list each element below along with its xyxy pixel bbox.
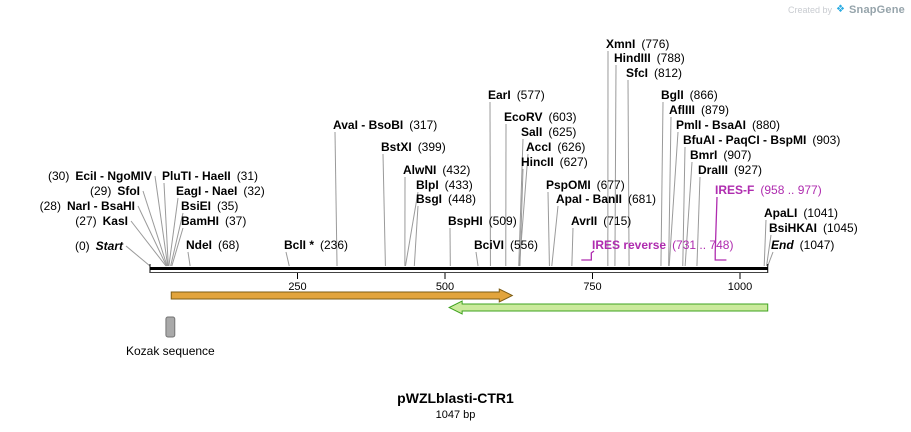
enzyme-label[interactable]: AvaI - BsoBI (317) xyxy=(333,118,437,132)
enzyme-leader-line xyxy=(518,138,524,267)
enzyme-leader-line xyxy=(154,175,169,267)
enzyme-label[interactable]: BclI * (236) xyxy=(284,238,348,252)
enzyme-label[interactable]: PspOMI (677) xyxy=(546,178,625,192)
sequence-line-bottom-strand xyxy=(150,272,768,273)
enzyme-leader-line xyxy=(130,220,167,267)
enzyme-label[interactable]: PmlI - BsaAI (880) xyxy=(676,118,780,132)
enzyme-label[interactable]: AflIII (879) xyxy=(669,103,729,117)
enzyme-leader-line xyxy=(696,176,701,267)
enzyme-leader-line xyxy=(627,79,630,267)
map-length: 1047 bp xyxy=(435,409,476,421)
enzyme-leader-line xyxy=(137,205,167,267)
enzyme-label[interactable]: (27) KasI xyxy=(75,214,128,228)
enzyme-leader-line xyxy=(766,234,772,267)
primer-label[interactable]: IRES-F (958 .. 977) xyxy=(715,183,822,197)
enzyme-label[interactable]: BsgI (448) xyxy=(416,192,476,206)
enzyme-label[interactable]: EarI (577) xyxy=(488,88,545,102)
forward-primer-mark[interactable] xyxy=(714,196,727,261)
title-block: pWZLblasti-CTR1 1047 bp xyxy=(0,390,911,421)
enzyme-label[interactable]: SfcI (812) xyxy=(626,66,682,80)
reverse-primer-mark[interactable] xyxy=(581,250,595,261)
map-title: pWZLblasti-CTR1 xyxy=(397,390,514,406)
enzyme-leader-line xyxy=(668,131,679,267)
enzyme-leader-line xyxy=(767,251,774,267)
enzyme-label[interactable]: (0) Start xyxy=(75,239,124,253)
ruler-tick-label: 750 xyxy=(583,281,601,293)
enzyme-label[interactable]: BstXI (399) xyxy=(381,140,446,154)
enzyme-label[interactable]: End (1047) xyxy=(771,238,834,252)
coding-arrow-feature[interactable] xyxy=(170,288,514,303)
watermark-brand[interactable]: SnapGene xyxy=(848,4,905,16)
enzyme-leader-line xyxy=(163,182,169,267)
enzyme-label[interactable]: BmrI (907) xyxy=(690,148,751,162)
enzyme-leader-line xyxy=(668,116,672,267)
enzyme-label[interactable]: EcoRV (603) xyxy=(504,110,576,124)
enzyme-label[interactable]: ApaI - BanII (681) xyxy=(556,192,656,206)
enzyme-leader-line xyxy=(413,205,419,267)
enzyme-leader-line xyxy=(187,251,191,267)
enzyme-leader-line xyxy=(475,251,479,267)
watermark-created-by: Created by xyxy=(787,5,833,15)
ruler-tick-label: 500 xyxy=(436,281,454,293)
enzyme-leader-line xyxy=(571,227,574,267)
enzyme-leader-line xyxy=(551,205,559,267)
enzyme-leader-line xyxy=(682,146,686,267)
enzyme-label[interactable]: BspHI (509) xyxy=(448,214,517,228)
enzyme-label[interactable]: BlpI (433) xyxy=(416,178,473,192)
kozak-label: Kozak sequence xyxy=(126,344,215,358)
enzyme-leader-line xyxy=(168,197,179,267)
enzyme-label[interactable]: BamHI (37) xyxy=(181,214,246,228)
enzyme-leader-line xyxy=(125,245,151,267)
enzyme-label[interactable]: PluTI - HaeII (31) xyxy=(162,169,258,183)
enzyme-leader-line xyxy=(547,191,550,267)
enzyme-leader-line xyxy=(660,101,664,267)
enzyme-leader-line xyxy=(763,219,767,267)
enzyme-label[interactable]: EagI - NaeI (32) xyxy=(176,184,265,198)
enzyme-label[interactable]: BsiHKAI (1045) xyxy=(769,221,858,235)
enzyme-label[interactable]: BfuAI - PaqCI - BspMI (903) xyxy=(683,133,840,147)
enzyme-label[interactable]: BsiEI (35) xyxy=(181,199,238,213)
enzyme-leader-line xyxy=(142,190,168,267)
enzyme-leader-line xyxy=(171,227,184,267)
enzyme-label[interactable]: AvrII (715) xyxy=(571,214,631,228)
enzyme-leader-line xyxy=(170,212,184,267)
enzyme-label[interactable]: NdeI (68) xyxy=(186,238,239,252)
enzyme-leader-line xyxy=(285,251,290,267)
enzyme-label[interactable]: AccI (626) xyxy=(526,140,585,154)
enzyme-leader-line xyxy=(614,64,617,267)
enzyme-label[interactable]: XmnI (776) xyxy=(606,37,669,51)
enzyme-label[interactable]: BglI (866) xyxy=(661,88,718,102)
enzyme-label[interactable]: ApaLI (1041) xyxy=(764,206,838,220)
enzyme-label[interactable]: SalI (625) xyxy=(521,125,576,139)
sequence-line[interactable] xyxy=(150,267,768,270)
snapgene-logo-icon: ❖ xyxy=(836,4,845,15)
reverse-arrow-feature[interactable] xyxy=(448,300,769,315)
enzyme-label[interactable]: (30) EciI - NgoMIV xyxy=(48,169,152,183)
ruler-tick-label: 250 xyxy=(288,281,306,293)
enzyme-label[interactable]: HincII (627) xyxy=(521,155,588,169)
ruler-tick-label: 1000 xyxy=(728,281,752,293)
enzyme-leader-line xyxy=(382,153,386,267)
enzyme-label[interactable]: AlwNI (432) xyxy=(403,163,470,177)
enzyme-label[interactable]: (28) NarI - BsaHI xyxy=(40,199,135,213)
enzyme-leader-line xyxy=(684,161,693,267)
watermark: Created by ❖ SnapGene xyxy=(788,4,905,16)
primer-label[interactable]: IRES reverse (731 .. 748) xyxy=(592,238,733,252)
enzyme-leader-line xyxy=(334,131,338,267)
enzyme-label[interactable]: BciVI (556) xyxy=(474,238,538,252)
enzyme-leader-line xyxy=(404,191,419,267)
enzyme-label[interactable]: (29) SfoI xyxy=(90,184,140,198)
enzyme-leader-line xyxy=(519,168,524,267)
enzyme-label[interactable]: DraIII (927) xyxy=(698,163,762,177)
enzyme-label[interactable]: HindIII (788) xyxy=(614,51,685,65)
kozak-box-feature[interactable] xyxy=(165,316,176,338)
